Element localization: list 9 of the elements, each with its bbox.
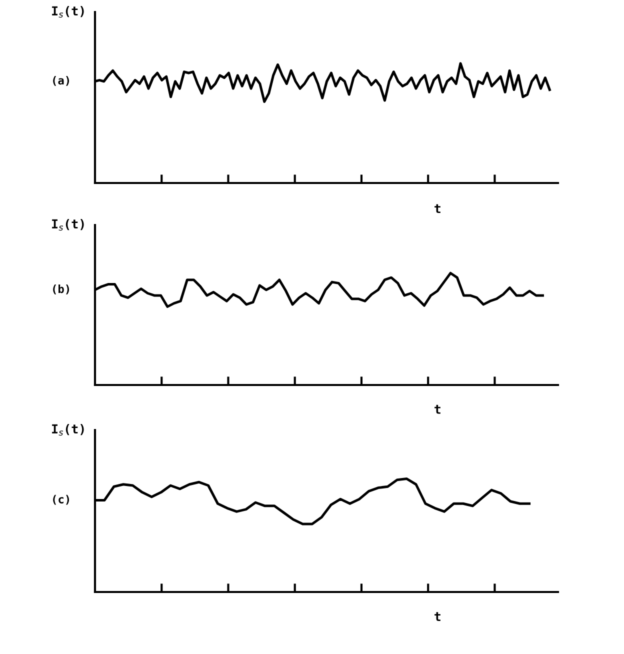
- x-axis-title: t: [434, 404, 440, 414]
- y-axis-title: I$_{s}$(t): [52, 6, 84, 18]
- y-axis-title: I$_{s}$(t): [52, 218, 84, 231]
- x-axis-title: t: [434, 612, 440, 621]
- text: (a): [53, 76, 70, 86]
- text: (b): [53, 284, 70, 294]
- x-axis-title: t: [434, 204, 440, 214]
- y-axis-title: I$_{s}$(t): [52, 424, 84, 436]
- text: (c): [53, 494, 70, 505]
